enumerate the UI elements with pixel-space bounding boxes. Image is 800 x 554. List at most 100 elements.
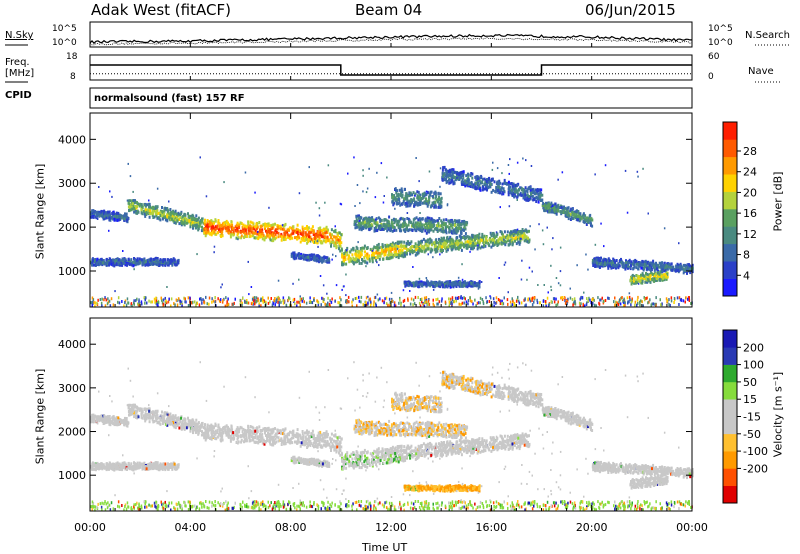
power-cell bbox=[435, 298, 437, 302]
power-cell bbox=[340, 233, 343, 237]
power-cell bbox=[481, 245, 483, 249]
power-cell bbox=[497, 180, 500, 184]
power-cell bbox=[317, 227, 320, 231]
power-cell bbox=[421, 239, 423, 243]
power-cell bbox=[263, 238, 266, 242]
power-cell bbox=[416, 203, 419, 207]
power-cell bbox=[333, 229, 336, 233]
power-cell bbox=[465, 174, 468, 178]
power-cell bbox=[213, 230, 216, 234]
power-cell bbox=[357, 214, 360, 218]
power-cell bbox=[537, 193, 540, 197]
power-cell bbox=[492, 237, 495, 241]
power-cell bbox=[243, 227, 246, 231]
power-cell bbox=[492, 188, 495, 192]
power-cell bbox=[149, 212, 152, 216]
power-cell bbox=[418, 217, 421, 221]
power-cell bbox=[419, 200, 422, 204]
power-cell bbox=[658, 277, 661, 281]
power-cell bbox=[255, 227, 258, 231]
power-cell bbox=[659, 264, 662, 268]
power-cell bbox=[684, 300, 686, 304]
power-cell bbox=[448, 172, 451, 176]
power-cell bbox=[173, 258, 176, 262]
power-cell bbox=[429, 190, 432, 194]
power-cell bbox=[416, 251, 419, 255]
power-cell bbox=[464, 221, 467, 225]
power-cell bbox=[407, 223, 410, 227]
power-cell bbox=[261, 232, 263, 236]
power-cell bbox=[487, 241, 490, 245]
power-cell bbox=[248, 228, 251, 232]
power-cell bbox=[241, 225, 244, 229]
power-cell bbox=[310, 237, 313, 241]
power-cell bbox=[368, 218, 371, 222]
nsky-label: N.Sky bbox=[5, 30, 34, 41]
power-cell bbox=[324, 227, 327, 231]
power-cell bbox=[431, 204, 434, 208]
power-cell bbox=[325, 237, 328, 241]
power-cell bbox=[363, 244, 366, 248]
power-cell bbox=[224, 224, 227, 227]
power-cell bbox=[492, 243, 495, 247]
power-cell bbox=[322, 232, 325, 236]
power-cell bbox=[230, 220, 233, 224]
power-cell bbox=[415, 225, 418, 229]
power-cell bbox=[486, 183, 488, 187]
power-cell bbox=[643, 266, 646, 270]
power-cell bbox=[156, 263, 159, 267]
power-cell bbox=[527, 239, 530, 243]
power-cell bbox=[152, 216, 155, 219]
power-cell bbox=[296, 231, 299, 234]
power-cell bbox=[442, 242, 445, 246]
power-cell bbox=[522, 196, 525, 200]
power-cell bbox=[201, 219, 203, 223]
power-cell bbox=[354, 260, 357, 264]
power-cell bbox=[546, 206, 549, 210]
power-cell bbox=[414, 242, 417, 246]
power-cell bbox=[392, 245, 395, 249]
power-cell bbox=[608, 259, 611, 263]
power-cell bbox=[335, 245, 338, 248]
power-cell bbox=[386, 247, 389, 251]
power-cell bbox=[428, 302, 431, 306]
power-cell bbox=[455, 299, 457, 303]
power-cell bbox=[264, 222, 267, 226]
power-cell bbox=[394, 245, 397, 249]
power-cell bbox=[470, 237, 473, 240]
power-cell bbox=[377, 216, 380, 220]
power-cell bbox=[166, 214, 169, 218]
power-cell bbox=[434, 241, 437, 245]
power-cell bbox=[459, 227, 461, 231]
power-cell bbox=[559, 210, 562, 214]
power-cell bbox=[444, 174, 447, 177]
power-cell bbox=[441, 171, 444, 175]
power-cell bbox=[308, 239, 311, 242]
power-cell bbox=[390, 246, 393, 250]
power-cell bbox=[409, 220, 412, 224]
power-cell bbox=[322, 228, 325, 232]
power-cell bbox=[633, 277, 636, 281]
power-cell bbox=[343, 258, 345, 262]
power-cell bbox=[429, 224, 432, 228]
power-cell bbox=[449, 239, 452, 242]
power-cell bbox=[440, 236, 443, 240]
power-cell bbox=[560, 296, 562, 300]
power-cell bbox=[440, 224, 443, 227]
power-cell bbox=[508, 186, 511, 190]
power-cell bbox=[446, 240, 449, 243]
power-cell bbox=[338, 242, 341, 246]
power-cell bbox=[204, 234, 207, 238]
power-cell bbox=[397, 219, 400, 223]
power-cell bbox=[284, 237, 287, 241]
power-cell bbox=[456, 172, 459, 176]
power-cell bbox=[464, 184, 467, 188]
power-cell bbox=[435, 195, 438, 198]
power-cell bbox=[483, 187, 486, 191]
power-cell bbox=[393, 225, 395, 229]
power-cell bbox=[576, 218, 579, 222]
power-cell bbox=[236, 224, 239, 228]
power-cell bbox=[254, 225, 257, 229]
power-cell bbox=[341, 255, 344, 259]
power-cell bbox=[441, 245, 444, 249]
